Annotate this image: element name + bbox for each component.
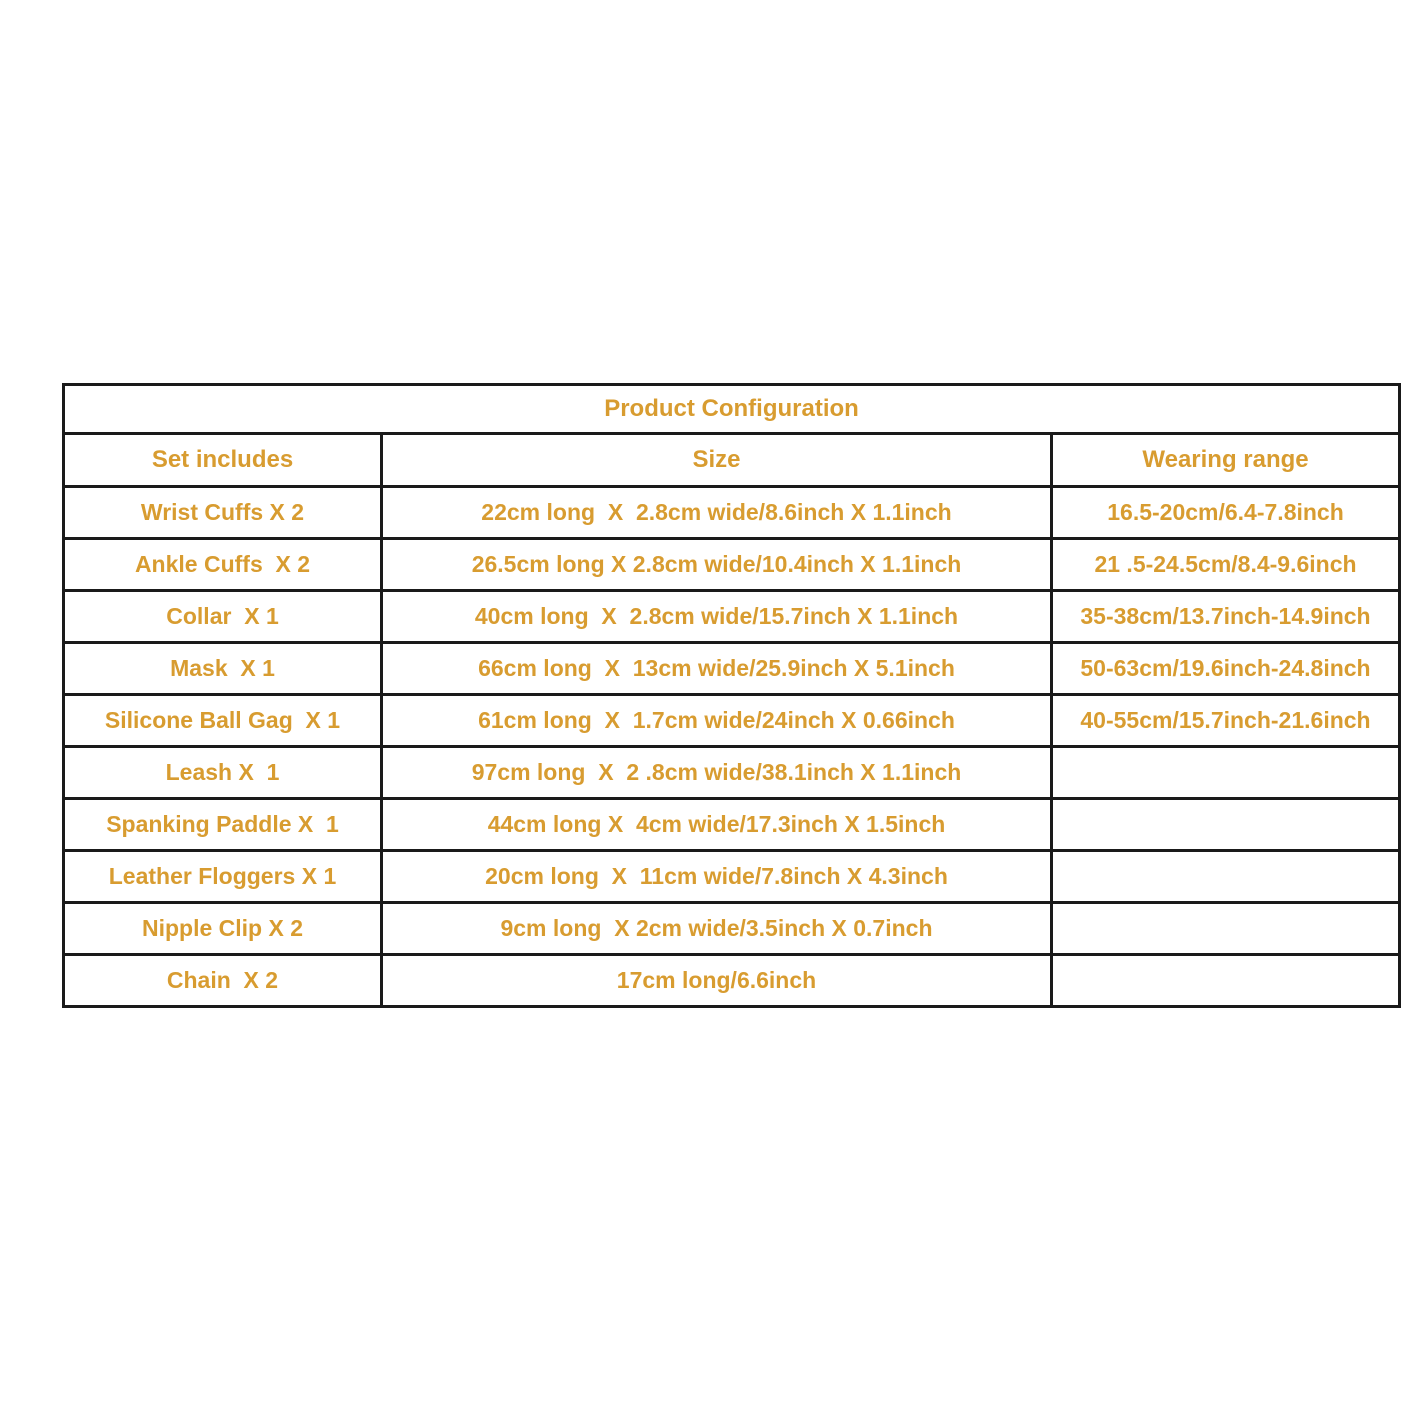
cell-item: Ankle Cuffs X 2: [62, 537, 383, 592]
table-header-row: Set includes Size Wearing range: [62, 432, 1402, 488]
table-row: Ankle Cuffs X 2 26.5cm long X 2.8cm wide…: [62, 537, 1402, 592]
table-row: Chain X 2 17cm long/6.6inch: [62, 953, 1402, 1008]
cell-range: 40-55cm/15.7inch-21.6inch: [1049, 693, 1402, 748]
table-row: Spanking Paddle X 1 44cm long X 4cm wide…: [62, 797, 1402, 852]
cell-size: 20cm long X 11cm wide/7.8inch X 4.3inch: [380, 849, 1053, 904]
column-header-wearing-range: Wearing range: [1049, 432, 1402, 488]
product-configuration-table-container: Product Configuration Set includes Size …: [61, 383, 1402, 1008]
table-title-row: Product Configuration: [61, 383, 1402, 435]
table-title: Product Configuration: [61, 383, 1402, 435]
cell-range: 50-63cm/19.6inch-24.8inch: [1049, 641, 1402, 696]
cell-size: 40cm long X 2.8cm wide/15.7inch X 1.1inc…: [380, 589, 1053, 644]
cell-size: 44cm long X 4cm wide/17.3inch X 1.5inch: [380, 797, 1053, 852]
cell-range: 16.5-20cm/6.4-7.8inch: [1049, 485, 1402, 540]
cell-item: Mask X 1: [62, 641, 383, 696]
cell-item: Chain X 2: [62, 953, 383, 1008]
cell-item: Leash X 1: [62, 745, 383, 800]
column-header-size: Size: [380, 432, 1053, 488]
table-row: Wrist Cuffs X 2 22cm long X 2.8cm wide/8…: [62, 485, 1402, 540]
cell-size: 22cm long X 2.8cm wide/8.6inch X 1.1inch: [380, 485, 1053, 540]
table-row: Silicone Ball Gag X 1 61cm long X 1.7cm …: [62, 693, 1402, 748]
cell-item: Nipple Clip X 2: [62, 901, 383, 956]
cell-range: 21 .5-24.5cm/8.4-9.6inch: [1049, 537, 1402, 592]
table-row: Nipple Clip X 2 9cm long X 2cm wide/3.5i…: [62, 901, 1402, 956]
table-row: Mask X 1 66cm long X 13cm wide/25.9inch …: [62, 641, 1402, 696]
cell-item: Collar X 1: [62, 589, 383, 644]
product-configuration-table: Product Configuration Set includes Size …: [61, 383, 1402, 1008]
cell-range: [1049, 849, 1402, 904]
cell-size: 97cm long X 2 .8cm wide/38.1inch X 1.1in…: [380, 745, 1053, 800]
cell-size: 66cm long X 13cm wide/25.9inch X 5.1inch: [380, 641, 1053, 696]
cell-item: Spanking Paddle X 1: [62, 797, 383, 852]
cell-range: [1049, 901, 1402, 956]
cell-range: 35-38cm/13.7inch-14.9inch: [1049, 589, 1402, 644]
table-row: Collar X 1 40cm long X 2.8cm wide/15.7in…: [62, 589, 1402, 644]
cell-item: Leather Floggers X 1: [62, 849, 383, 904]
cell-size: 26.5cm long X 2.8cm wide/10.4inch X 1.1i…: [380, 537, 1053, 592]
cell-size: 9cm long X 2cm wide/3.5inch X 0.7inch: [380, 901, 1053, 956]
cell-item: Wrist Cuffs X 2: [62, 485, 383, 540]
cell-item: Silicone Ball Gag X 1: [62, 693, 383, 748]
cell-range: [1049, 745, 1402, 800]
table-row: Leather Floggers X 1 20cm long X 11cm wi…: [62, 849, 1402, 904]
cell-range: [1049, 953, 1402, 1008]
cell-range: [1049, 797, 1402, 852]
cell-size: 61cm long X 1.7cm wide/24inch X 0.66inch: [380, 693, 1053, 748]
column-header-set-includes: Set includes: [62, 432, 383, 488]
table-row: Leash X 1 97cm long X 2 .8cm wide/38.1in…: [62, 745, 1402, 800]
cell-size: 17cm long/6.6inch: [380, 953, 1053, 1008]
